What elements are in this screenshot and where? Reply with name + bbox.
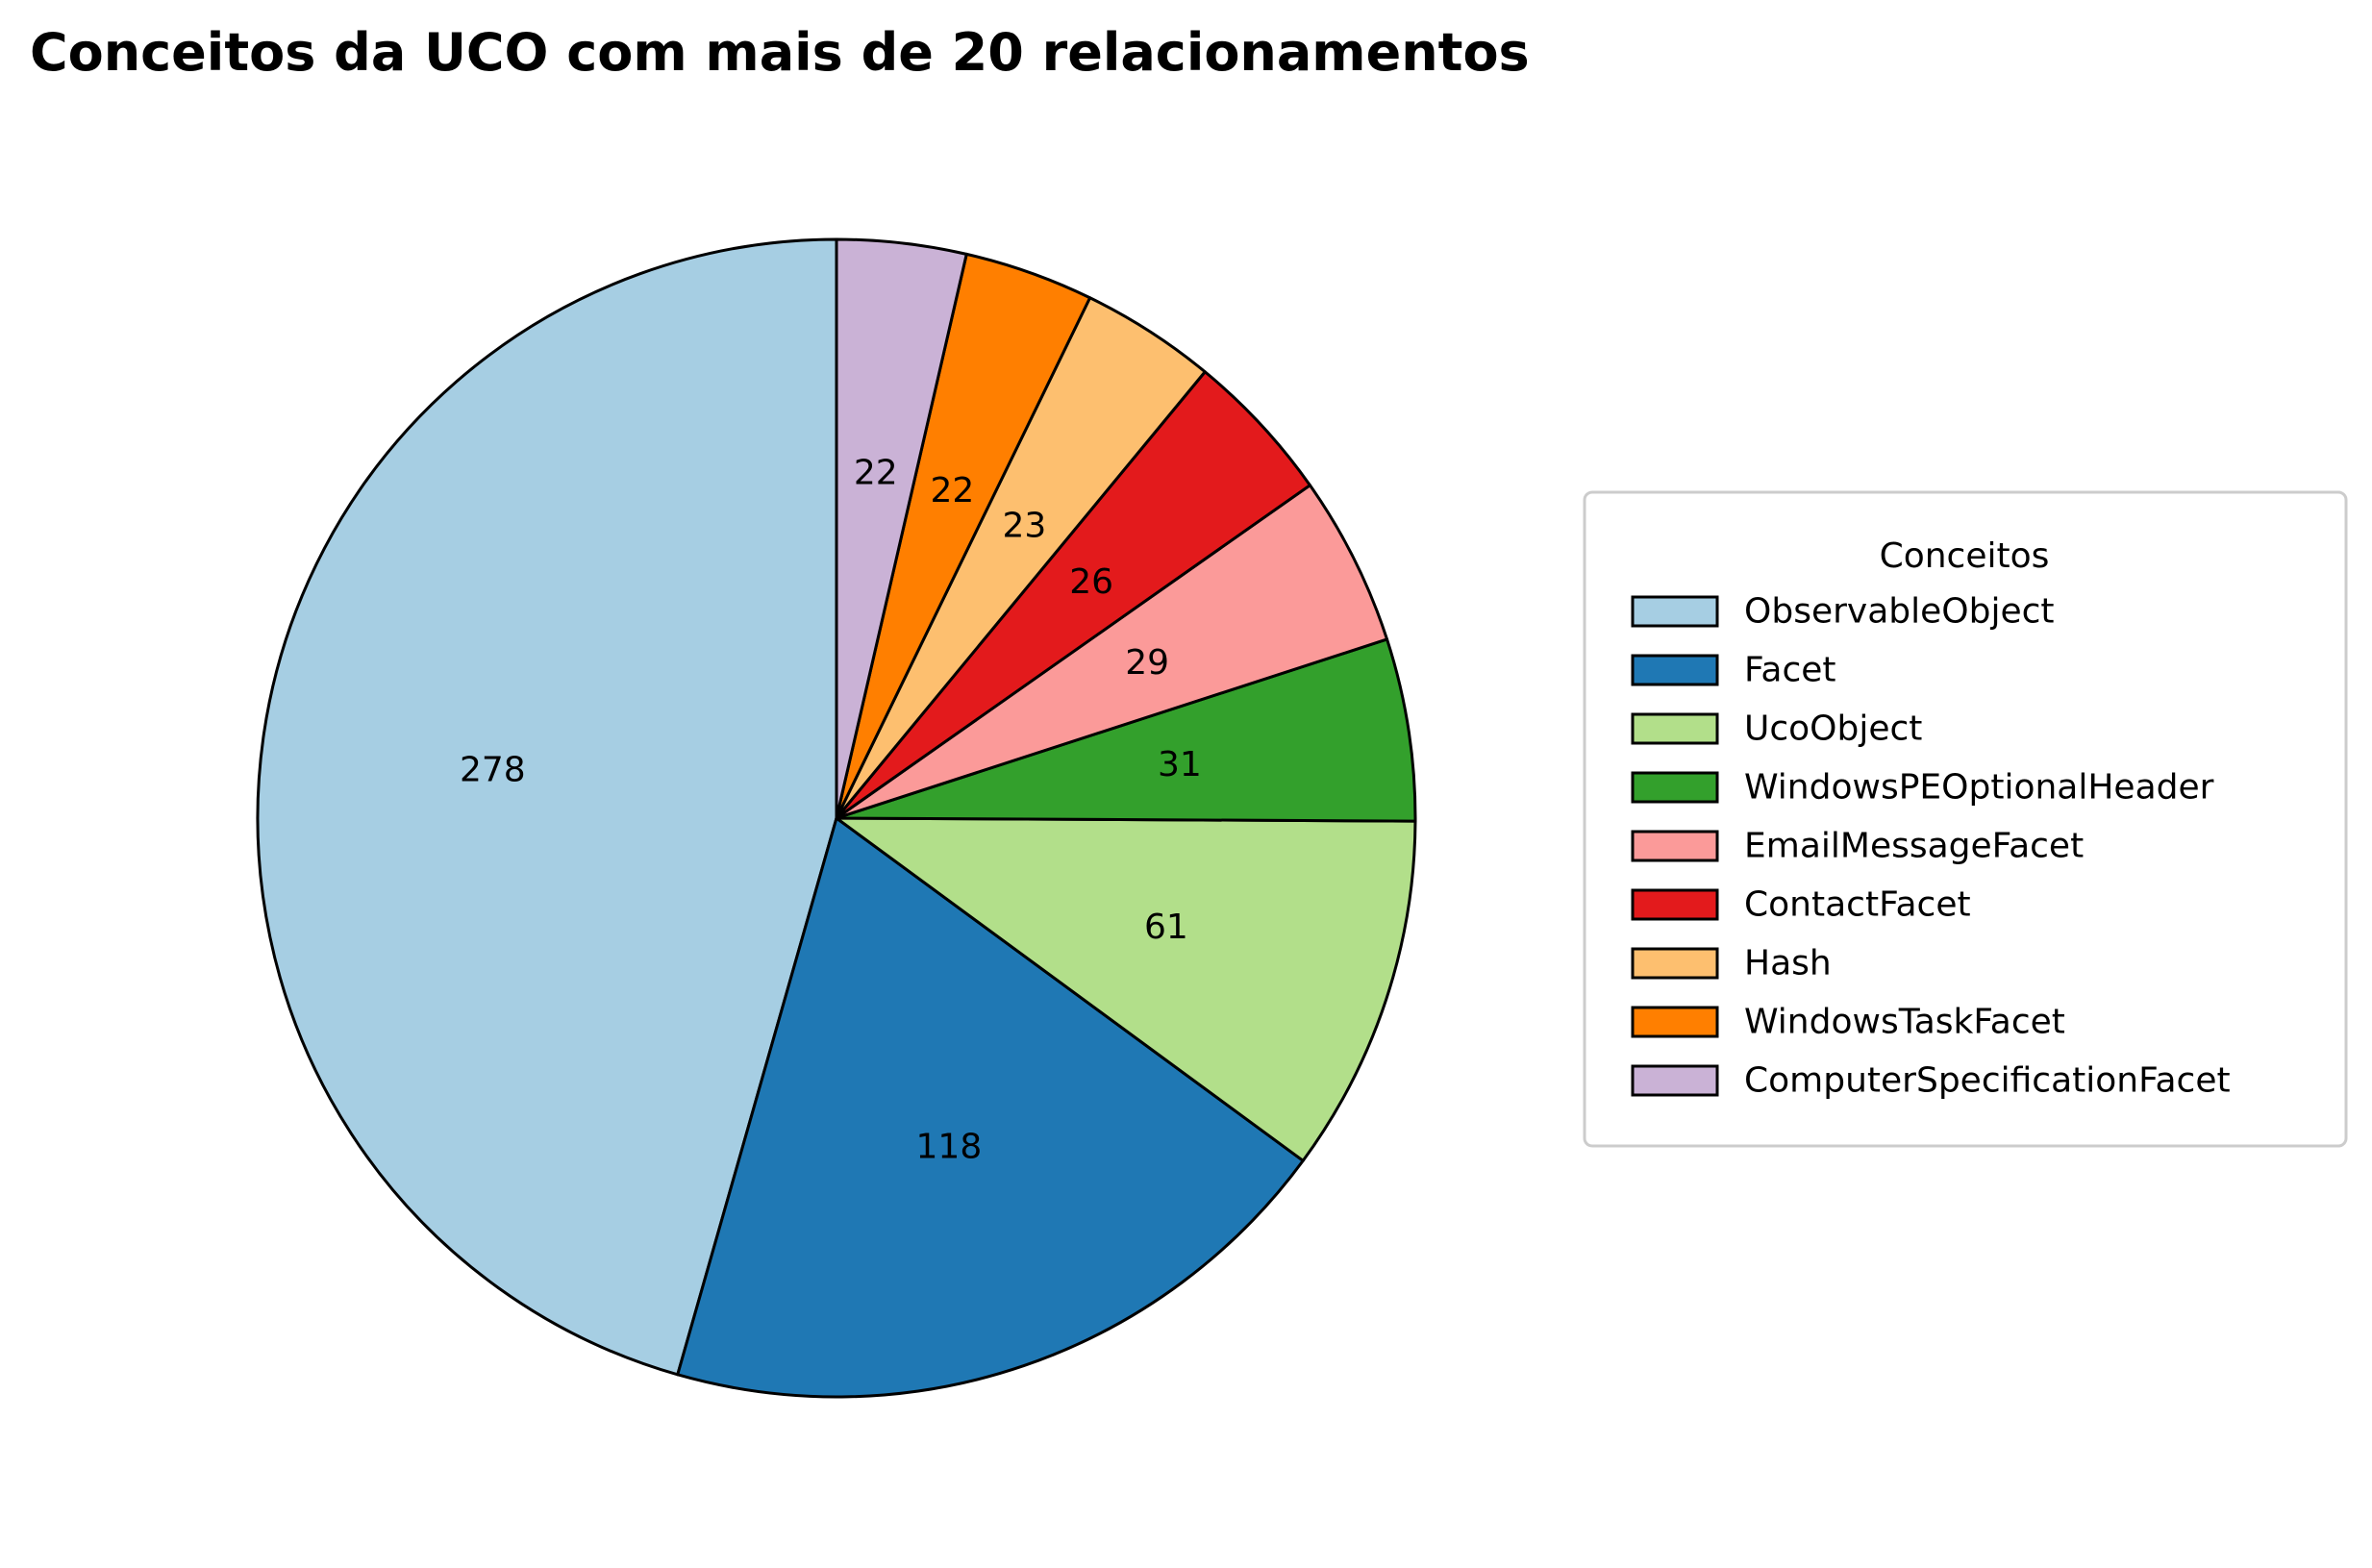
legend-title: Conceitos <box>1880 536 2050 576</box>
legend-label: ContactFacet <box>1744 885 1971 925</box>
slice-value-label: 61 <box>1144 908 1188 947</box>
legend-label: WindowsPEOptionalHeader <box>1744 768 2214 808</box>
slice-value-label: 22 <box>854 454 898 493</box>
pie-slice-observableobject <box>256 237 838 1377</box>
chart-title: Conceitos da UCO com mais de 20 relacion… <box>30 22 1530 83</box>
pie-slice-ucoobject <box>835 816 1417 1162</box>
pie-slice-facet <box>676 816 1305 1399</box>
slice-value-label: 278 <box>460 750 526 789</box>
pie-slice-computerspecificationfacet <box>835 237 968 820</box>
legend-swatch <box>1631 654 1719 686</box>
legend-label: EmailMessageFacet <box>1744 827 2084 866</box>
legend-label: UcoObject <box>1744 709 1922 749</box>
slice-value-label: 29 <box>1125 643 1169 683</box>
legend: Conceitos ObservableObject Facet UcoObject… <box>1583 490 2348 1148</box>
legend-label: ObservableObject <box>1744 592 2055 632</box>
slice-value-label: 23 <box>1002 507 1046 546</box>
pie-slice-labels: 278 118 61 31 29 26 23 22 22 <box>460 454 1202 1167</box>
legend-swatch <box>1631 595 1719 628</box>
pie-slices <box>256 237 1417 1399</box>
legend-entries: ObservableObject Facet UcoObject WindowsPEO… <box>1631 592 2231 1101</box>
legend-swatch <box>1631 771 1719 804</box>
legend-label: WindowsTaskFacet <box>1744 1003 2065 1042</box>
legend-frame <box>1583 490 2348 1148</box>
pie-slice-windowspeoptionalheader <box>835 637 1417 823</box>
slice-value-label: 22 <box>930 471 974 510</box>
slice-value-label: 118 <box>916 1127 983 1166</box>
legend-swatch <box>1631 1006 1719 1038</box>
legend-swatch <box>1631 947 1719 980</box>
slice-value-label: 31 <box>1158 745 1202 784</box>
legend-swatch <box>1631 830 1719 862</box>
slice-value-label: 26 <box>1069 562 1113 602</box>
legend-swatch <box>1631 1064 1719 1097</box>
pie-slice-emailmessagefacet <box>835 484 1389 820</box>
legend-swatch <box>1631 888 1719 921</box>
legend-swatch <box>1631 712 1719 745</box>
legend-label: Hash <box>1744 944 1832 983</box>
legend-label: Facet <box>1744 651 1836 690</box>
legend-label: ComputerSpecificationFacet <box>1744 1061 2231 1101</box>
